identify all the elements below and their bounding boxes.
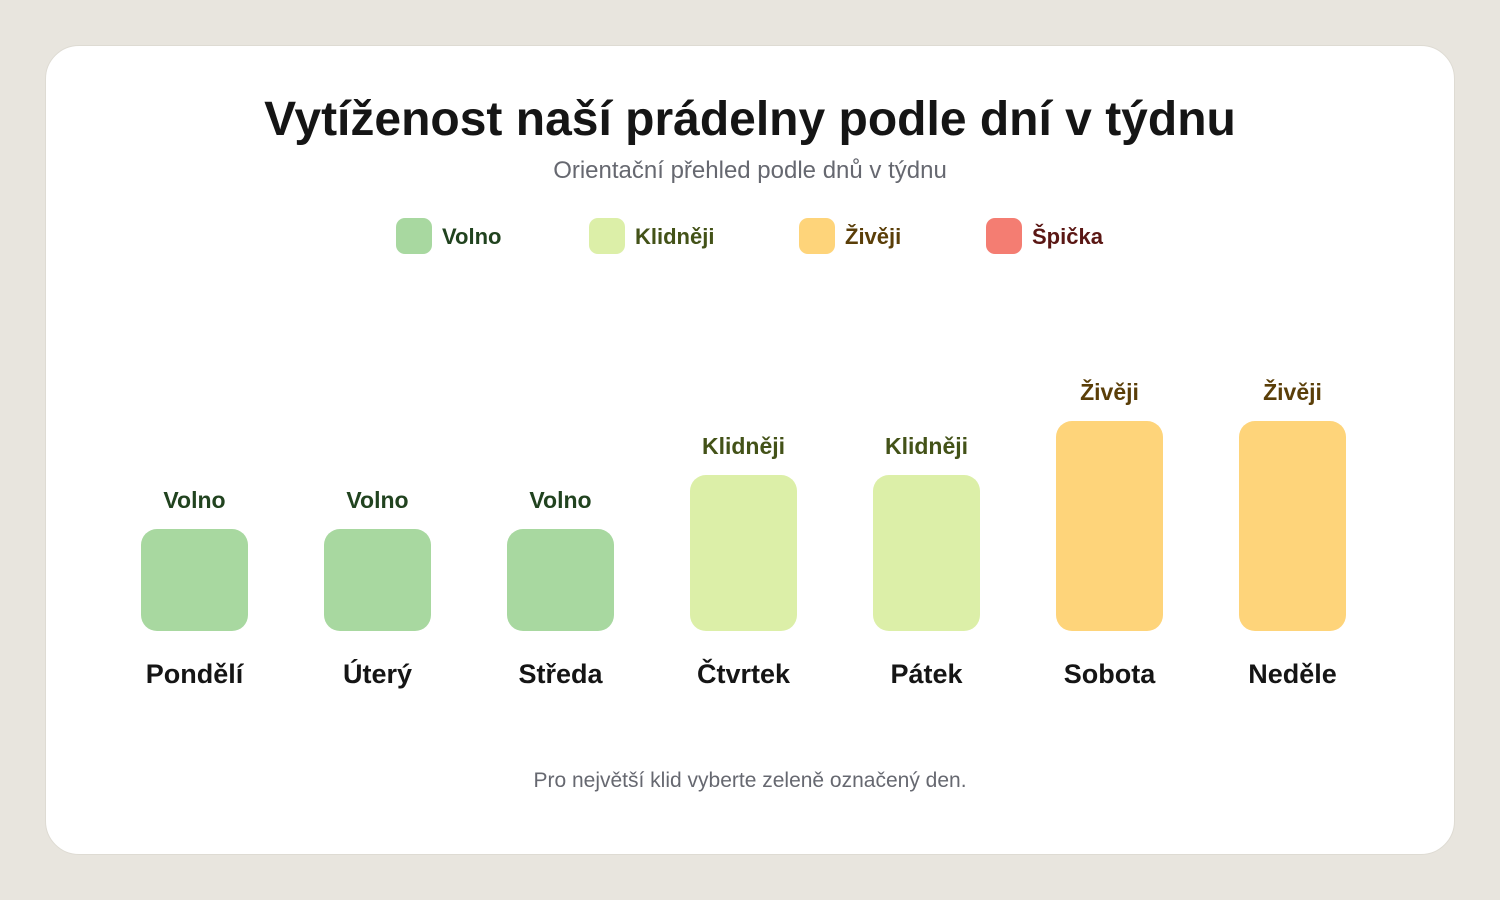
chart-card: Vytíženost naší prádelny podle dní v týd…	[45, 45, 1455, 855]
category-label: Pátek	[890, 659, 963, 689]
bar-7	[1239, 421, 1346, 631]
bar-value-label: Klidněji	[884, 433, 969, 459]
bar-6	[1056, 421, 1163, 631]
legend-label: Klidněji	[635, 224, 715, 249]
legend-swatch	[589, 218, 625, 254]
legend-label: Špička	[1032, 224, 1103, 249]
bar-4	[690, 475, 797, 631]
footnote: Pro největší klid vyberte zeleně označen…	[533, 769, 967, 792]
bar-value-label: Volno	[346, 487, 409, 513]
bar-3	[507, 529, 614, 631]
legend-label: Živěji	[845, 224, 902, 249]
category-label: Pondělí	[145, 659, 244, 689]
category-label: Středa	[518, 659, 603, 689]
bar-1	[141, 529, 248, 631]
bar-value-label: Volno	[163, 487, 226, 513]
legend-swatch	[986, 218, 1022, 254]
legend-swatch	[396, 218, 432, 254]
category-label: Sobota	[1063, 659, 1156, 689]
bar-value-label: Volno	[529, 487, 592, 513]
category-label: Úterý	[342, 659, 413, 689]
bar-value-label: Živěji	[1080, 379, 1139, 405]
legend-swatch	[799, 218, 835, 254]
chart-title: Vytíženost naší prádelny podle dní v týd…	[264, 93, 1236, 146]
bar-5	[873, 475, 980, 631]
chart-subtitle: Orientační přehled podle dnů v týdnu	[553, 157, 947, 184]
category-label: Čtvrtek	[696, 659, 791, 689]
bar-value-label: Klidněji	[701, 433, 786, 459]
bar-2	[324, 529, 431, 631]
bar-value-label: Živěji	[1263, 379, 1322, 405]
legend-label: Volno	[442, 224, 502, 249]
category-label: Neděle	[1248, 659, 1337, 689]
